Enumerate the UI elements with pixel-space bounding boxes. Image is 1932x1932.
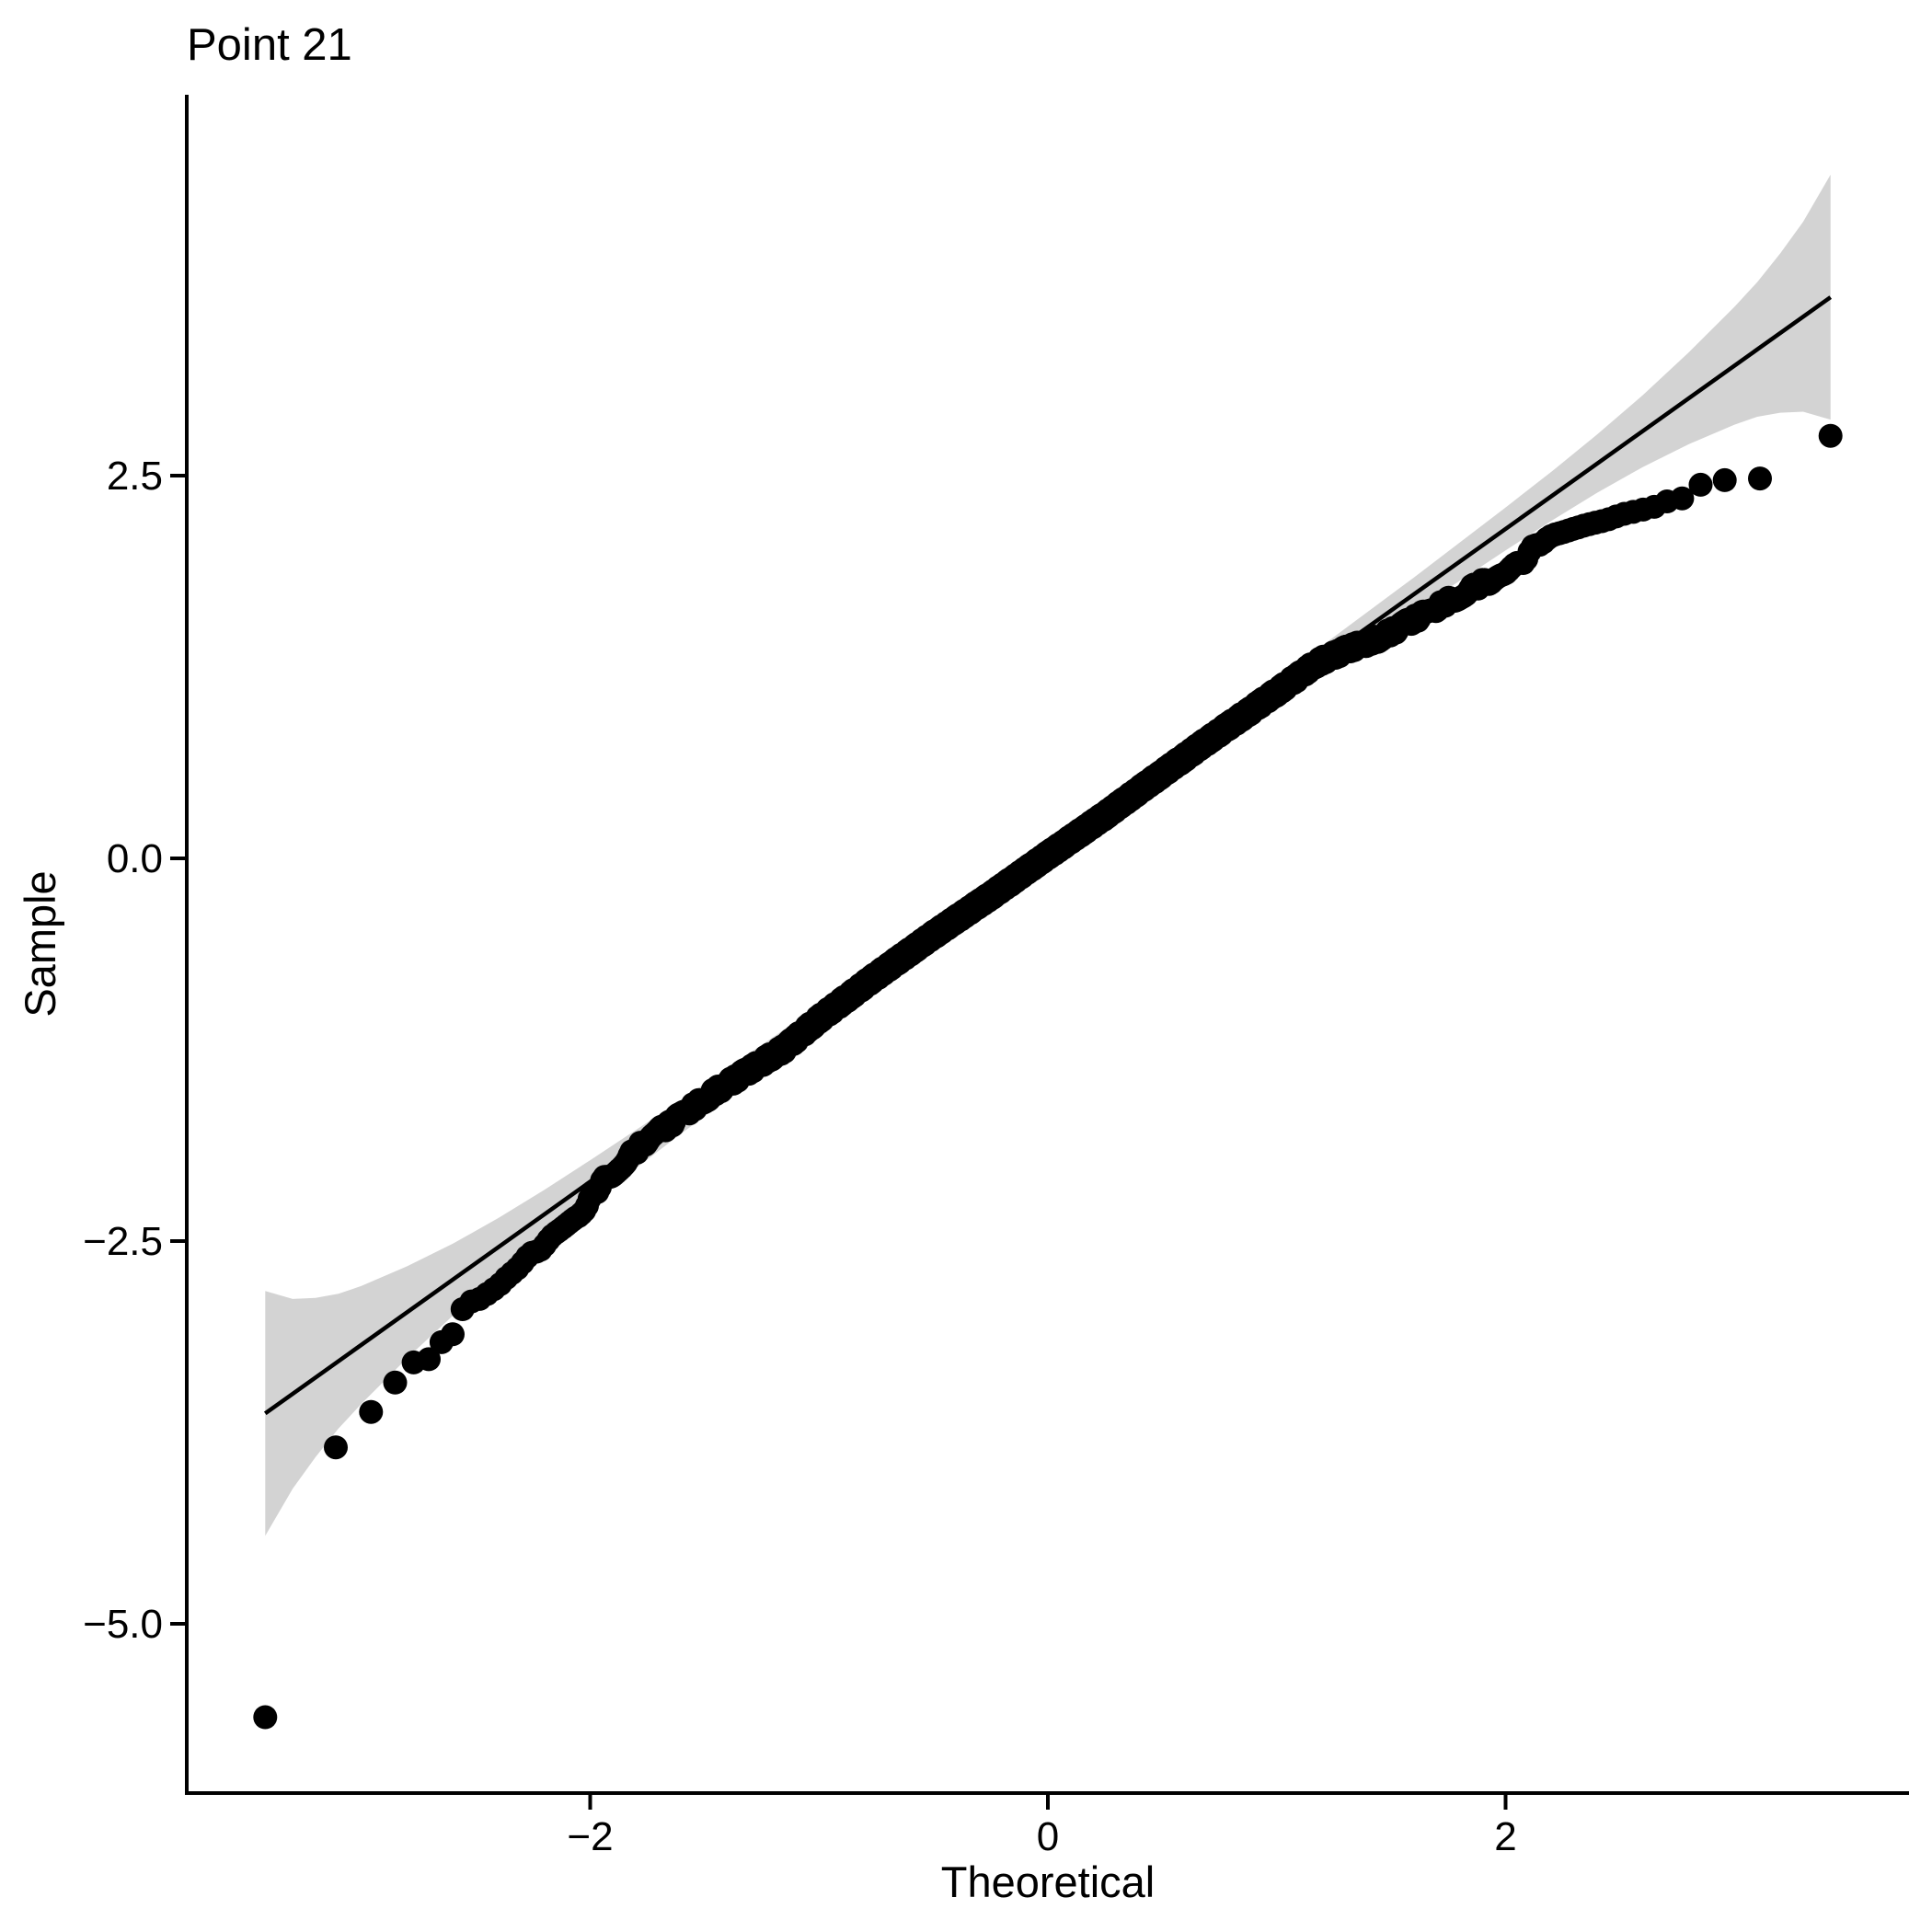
data-point	[383, 1370, 408, 1395]
x-tick-label: 2	[1494, 1814, 1516, 1859]
y-tick-label: −5.0	[83, 1602, 163, 1647]
data-point	[253, 1705, 278, 1730]
data-point	[1670, 486, 1695, 511]
y-tick-label: 0.0	[107, 836, 163, 881]
y-tick-label: −2.5	[83, 1219, 163, 1264]
y-tick-label: 2.5	[107, 454, 163, 499]
data-point	[1748, 466, 1772, 491]
x-tick-label: −2	[567, 1814, 613, 1859]
data-point	[359, 1399, 384, 1424]
y-axis-title: Sample	[16, 870, 64, 1017]
data-point	[417, 1347, 441, 1372]
qq-points-layer	[253, 423, 1843, 1730]
x-axis-title: Theoretical	[941, 1857, 1156, 1906]
data-point	[324, 1435, 348, 1460]
data-point	[1712, 467, 1737, 492]
axes-layer: 2.5 0.0 −2.5 −5.0 −2 0 2	[83, 95, 1909, 1859]
data-point	[441, 1322, 465, 1347]
plot-title: Point 21	[187, 20, 352, 70]
x-tick-label: 0	[1037, 1814, 1059, 1859]
data-point	[1688, 472, 1713, 497]
data-point	[1818, 423, 1843, 448]
